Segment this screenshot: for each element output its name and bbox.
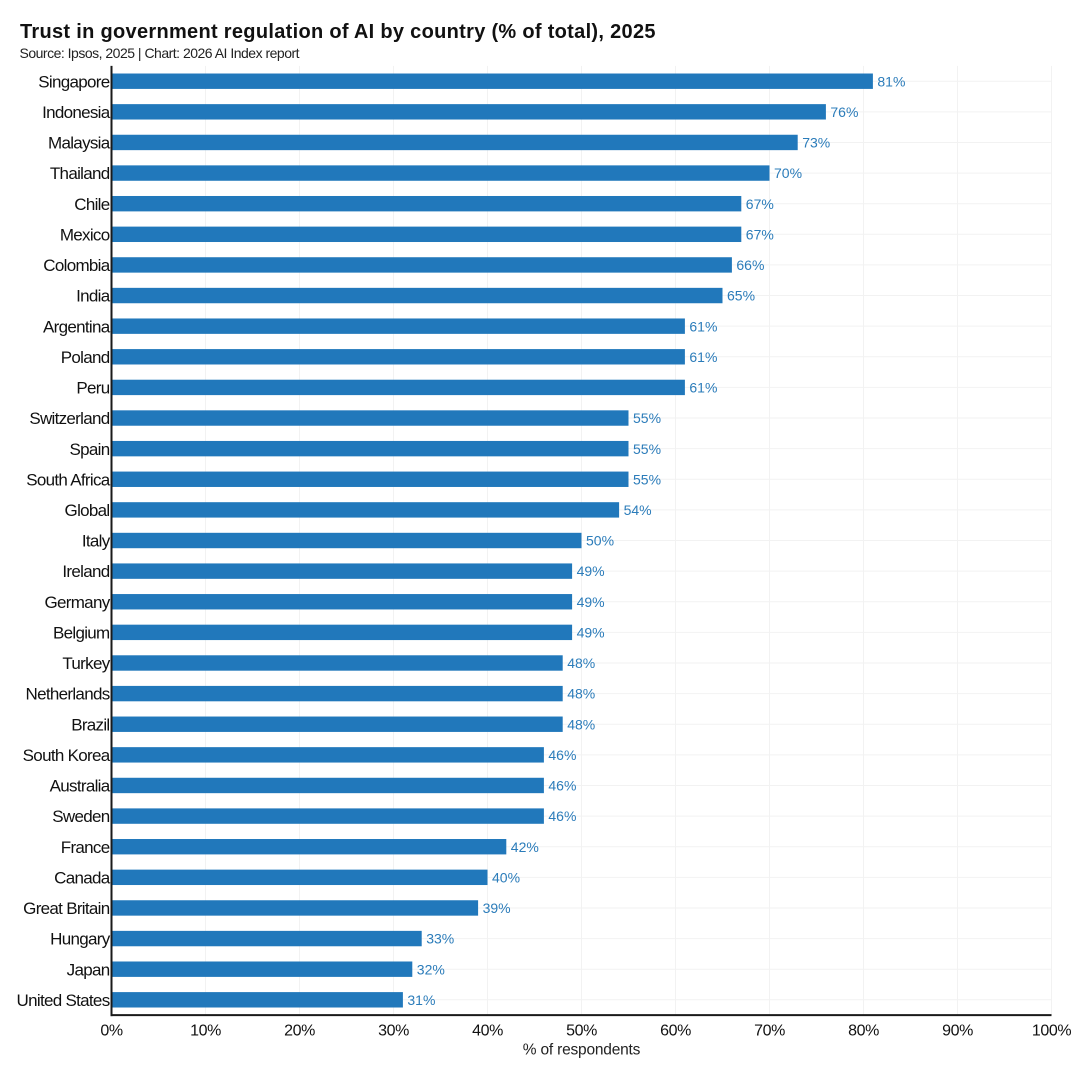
svg-text:48%: 48% — [567, 655, 595, 671]
svg-text:Italy: Italy — [82, 532, 111, 551]
svg-text:54%: 54% — [624, 502, 652, 518]
svg-text:% of respondents: % of respondents — [523, 1041, 641, 1058]
svg-text:49%: 49% — [577, 563, 605, 579]
svg-text:10%: 10% — [190, 1023, 221, 1040]
svg-text:55%: 55% — [633, 441, 661, 457]
svg-text:Japan: Japan — [67, 960, 110, 979]
svg-text:76%: 76% — [830, 104, 858, 120]
svg-text:30%: 30% — [378, 1023, 409, 1040]
svg-text:United States: United States — [17, 991, 110, 1010]
svg-text:60%: 60% — [660, 1023, 691, 1040]
svg-text:46%: 46% — [548, 747, 576, 763]
svg-text:Peru: Peru — [76, 379, 109, 398]
svg-text:31%: 31% — [407, 992, 435, 1008]
svg-text:20%: 20% — [284, 1023, 315, 1040]
svg-text:49%: 49% — [577, 624, 605, 640]
svg-text:61%: 61% — [689, 318, 717, 334]
svg-text:Belgium: Belgium — [53, 623, 110, 642]
svg-text:Chile: Chile — [74, 195, 109, 214]
svg-text:Sweden: Sweden — [52, 807, 109, 826]
svg-text:Mexico: Mexico — [60, 225, 110, 244]
svg-text:42%: 42% — [511, 839, 539, 855]
svg-text:Indonesia: Indonesia — [42, 103, 111, 122]
svg-text:Thailand: Thailand — [50, 164, 110, 183]
svg-text:Poland: Poland — [61, 348, 110, 367]
svg-text:Ireland: Ireland — [62, 562, 109, 581]
svg-text:65%: 65% — [727, 288, 755, 304]
svg-text:Singapore: Singapore — [38, 72, 109, 91]
svg-text:Great Britain: Great Britain — [23, 899, 110, 918]
svg-text:49%: 49% — [577, 594, 605, 610]
svg-text:Source: Ipsos, 2025 | Chart: 2: Source: Ipsos, 2025 | Chart: 2026 AI Ind… — [20, 45, 300, 61]
svg-text:70%: 70% — [774, 165, 802, 181]
svg-text:80%: 80% — [848, 1023, 879, 1040]
svg-text:India: India — [76, 287, 111, 306]
svg-text:39%: 39% — [483, 900, 511, 916]
svg-text:55%: 55% — [633, 410, 661, 426]
svg-text:67%: 67% — [746, 196, 774, 212]
svg-text:33%: 33% — [426, 931, 454, 947]
svg-text:Germany: Germany — [44, 593, 110, 612]
svg-text:Brazil: Brazil — [71, 715, 109, 734]
svg-text:Global: Global — [65, 501, 110, 520]
svg-text:50%: 50% — [566, 1023, 597, 1040]
svg-text:100%: 100% — [1032, 1023, 1071, 1040]
svg-text:70%: 70% — [754, 1023, 785, 1040]
svg-text:48%: 48% — [567, 716, 595, 732]
svg-text:61%: 61% — [689, 349, 717, 365]
svg-text:Netherlands: Netherlands — [26, 685, 110, 704]
svg-text:55%: 55% — [633, 471, 661, 487]
svg-text:Argentina: Argentina — [43, 317, 111, 336]
svg-text:40%: 40% — [472, 1023, 503, 1040]
svg-text:South Africa: South Africa — [26, 470, 111, 489]
svg-text:48%: 48% — [567, 686, 595, 702]
svg-text:South Korea: South Korea — [23, 746, 111, 765]
svg-text:66%: 66% — [736, 257, 764, 273]
svg-text:Hungary: Hungary — [50, 930, 111, 949]
svg-text:Turkey: Turkey — [62, 654, 110, 673]
svg-text:Spain: Spain — [70, 440, 110, 459]
svg-text:Trust in government regulation: Trust in government regulation of AI by … — [20, 21, 656, 43]
svg-text:32%: 32% — [417, 961, 445, 977]
svg-text:67%: 67% — [746, 226, 774, 242]
svg-text:Australia: Australia — [50, 777, 111, 796]
svg-text:Malaysia: Malaysia — [48, 134, 111, 153]
svg-text:46%: 46% — [548, 778, 576, 794]
svg-text:90%: 90% — [942, 1023, 973, 1040]
svg-text:Canada: Canada — [54, 868, 111, 887]
svg-text:50%: 50% — [586, 533, 614, 549]
svg-text:0%: 0% — [100, 1023, 122, 1040]
svg-text:Switzerland: Switzerland — [29, 409, 109, 428]
svg-text:46%: 46% — [548, 808, 576, 824]
svg-text:73%: 73% — [802, 135, 830, 151]
svg-text:40%: 40% — [492, 869, 520, 885]
svg-text:61%: 61% — [689, 380, 717, 396]
svg-text:Colombia: Colombia — [43, 256, 110, 275]
svg-text:81%: 81% — [877, 73, 905, 89]
svg-text:France: France — [61, 838, 110, 857]
